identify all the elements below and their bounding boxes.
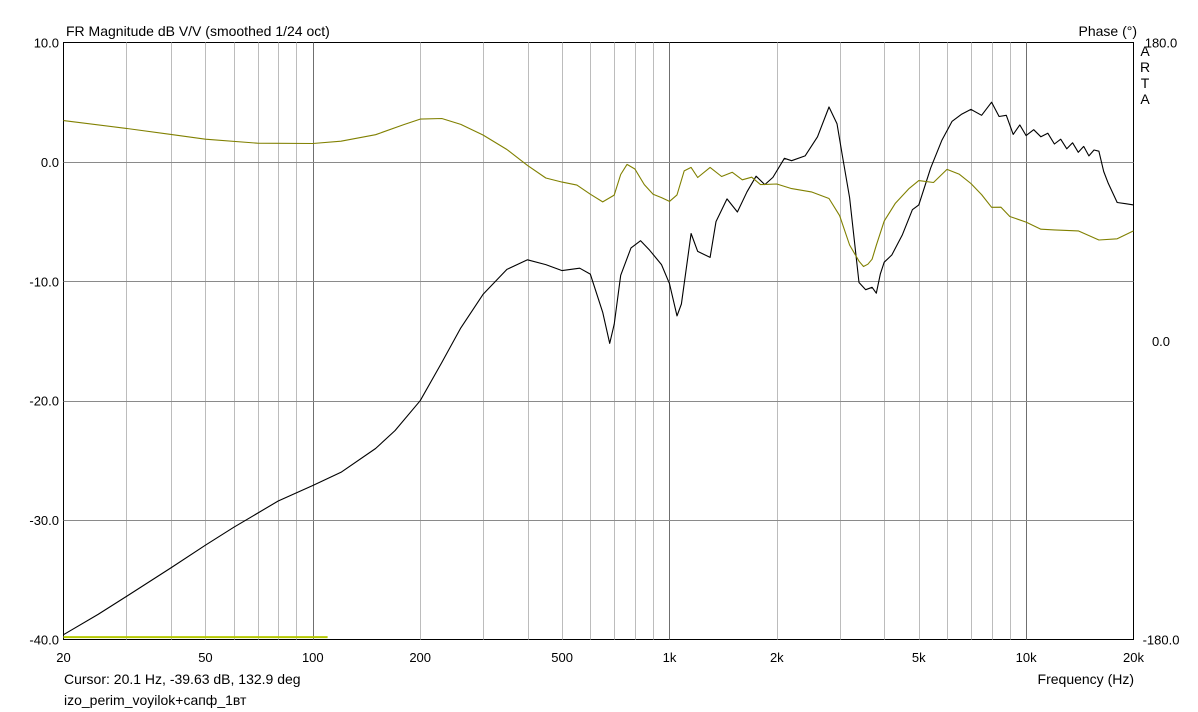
x-tick-label: 10k [1016,650,1037,665]
y-tick-label: 10.0 [34,36,59,51]
watermark-letter: T [1141,75,1150,91]
axis-ticks: 20 50 100 200 500 1k 2k 5k 10k 20k 10.0 0.0 -10.0 -20… [29,36,1179,666]
magnitude-curve [63,101,1134,636]
phase-tick-label: -180.0 [1143,633,1180,648]
x-tick-label: 200 [409,650,431,665]
phase-tick-label: 180.0 [1145,36,1178,51]
phase-axis-title: Phase (°) [1078,23,1137,39]
watermark-letter: R [1140,59,1150,75]
phase-tick-label: 0.0 [1152,334,1170,349]
file-name-label: izo_perim_voyilok+сапф_1вт [64,692,247,708]
x-tick-label: 1k [663,650,677,665]
series-group [63,101,1134,639]
x-tick-label: 5k [912,650,926,665]
y-tick-label: -20.0 [29,394,59,409]
x-tick-label: 100 [302,650,324,665]
x-axis-title: Frequency (Hz) [1037,671,1134,687]
x-tick-label: 500 [551,650,573,665]
x-tick-label: 20 [56,650,70,665]
x-tick-label: 20k [1123,650,1144,665]
y-tick-label: 0.0 [41,155,59,170]
x-tick-label: 2k [770,650,784,665]
grid [63,42,1134,640]
watermark-letter: A [1140,91,1150,107]
y-tick-label: -30.0 [29,513,59,528]
y-tick-label: -10.0 [29,274,59,289]
watermark-letter: A [1140,43,1150,59]
plot-frame [63,42,1134,640]
y-tick-label: -40.0 [29,633,59,648]
phase-curve [63,117,1134,268]
chart-title: FR Magnitude dB V/V (smoothed 1/24 oct) [66,23,330,39]
x-tick-label: 50 [198,650,212,665]
cursor-readout: Cursor: 20.1 Hz, -39.63 dB, 132.9 deg [64,671,301,687]
